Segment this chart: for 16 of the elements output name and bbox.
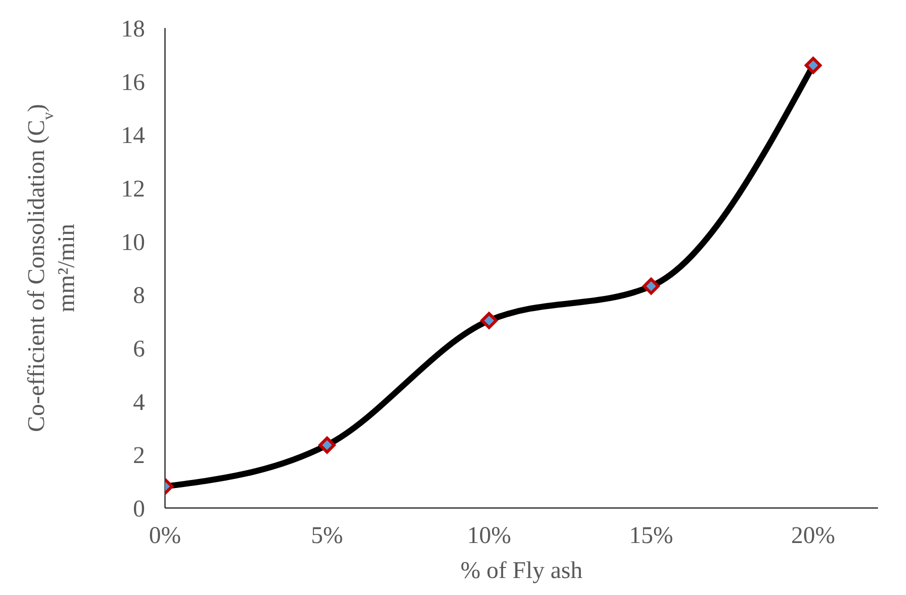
x-axis-title: % of Fly ash bbox=[460, 558, 582, 584]
y-tick-label: 12 bbox=[121, 176, 145, 203]
y-tick-label: 8 bbox=[133, 283, 145, 310]
x-tick-label: 0% bbox=[149, 523, 181, 550]
x-tick-label: 10% bbox=[467, 523, 512, 550]
y-tick-label: 4 bbox=[133, 390, 145, 416]
y-tick-label: 16 bbox=[121, 70, 145, 96]
y-tick-label: 2 bbox=[133, 443, 145, 470]
x-tick-label: 20% bbox=[791, 523, 836, 550]
y-tick-label: 18 bbox=[121, 16, 145, 43]
y-tick-label: 6 bbox=[133, 336, 145, 363]
y-tick-label: 14 bbox=[121, 123, 145, 150]
x-tick-label: 5% bbox=[311, 523, 344, 550]
y-tick-label: 0 bbox=[133, 496, 145, 523]
y-tick-label: 10 bbox=[121, 230, 145, 256]
x-tick-label: 15% bbox=[629, 523, 674, 550]
